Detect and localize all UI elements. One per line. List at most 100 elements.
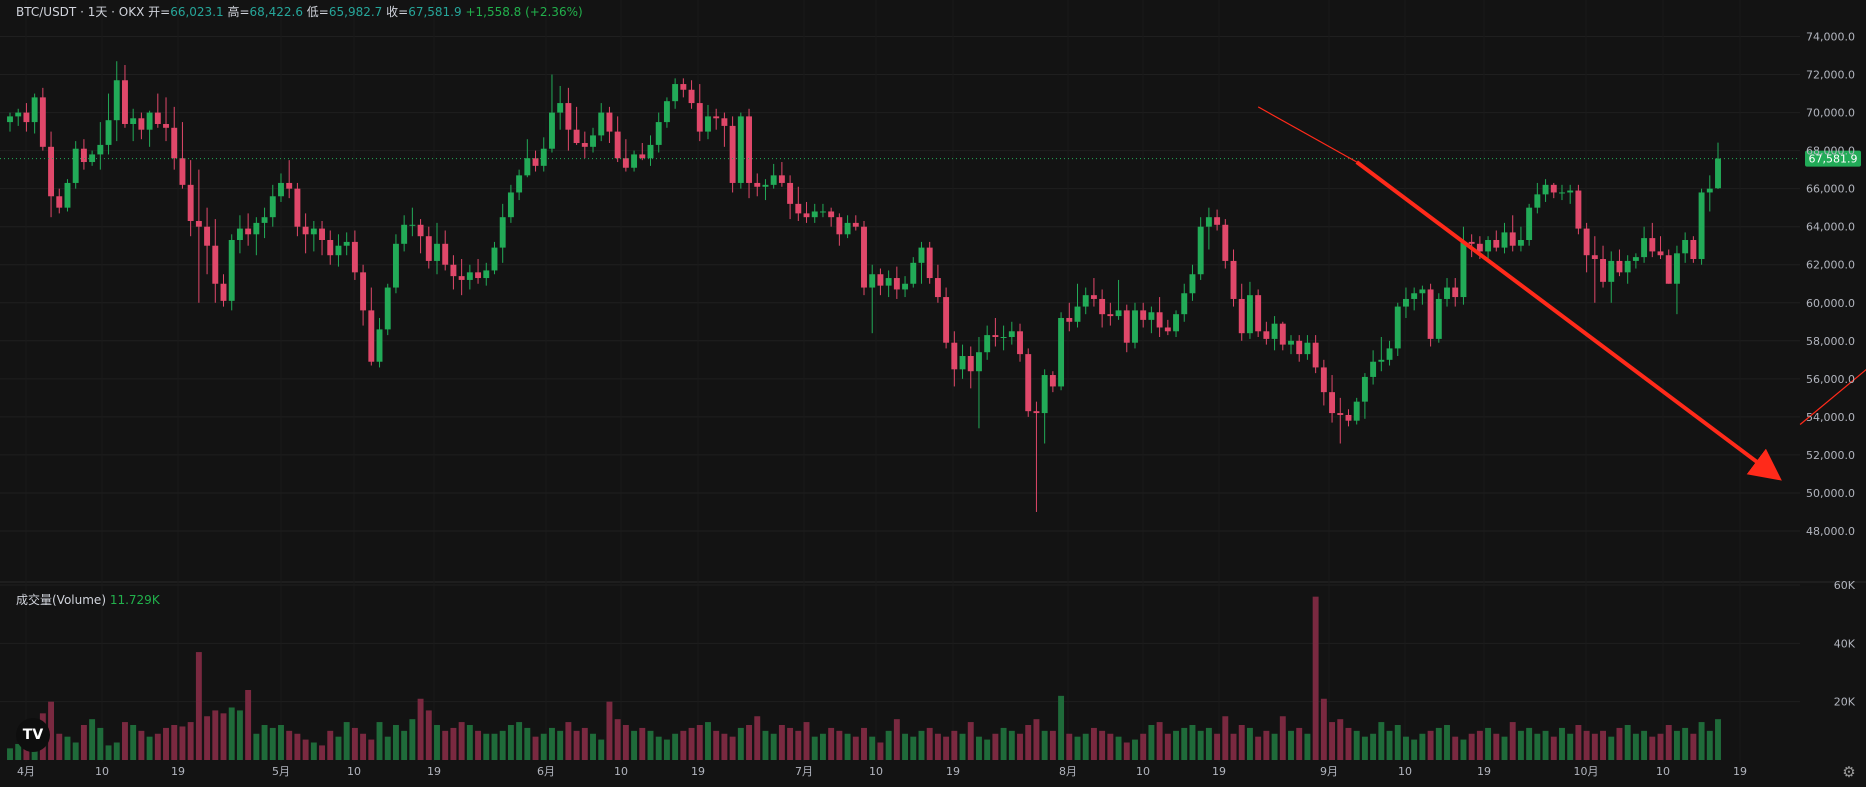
candle-body [811, 211, 818, 218]
volume-bar [195, 652, 202, 760]
volume-bar [622, 725, 629, 760]
candle-body [1476, 243, 1483, 252]
volume-bar [655, 736, 662, 760]
candle-body [967, 356, 974, 372]
candle-body [1329, 392, 1336, 414]
volume-bar [762, 730, 769, 760]
candle-body [1616, 260, 1623, 273]
price-tick-label: 52,000.0 [1806, 449, 1855, 462]
volume-bar [819, 733, 826, 760]
candle-body [770, 175, 777, 185]
volume-bar [902, 733, 909, 760]
candle-body [1493, 240, 1500, 248]
candle-body [1353, 401, 1360, 421]
volume-tick-label: 20K [1834, 696, 1856, 709]
volume-bar [425, 710, 432, 760]
volume-bar [976, 736, 982, 760]
volume-bar [705, 722, 711, 760]
volume-bar [631, 730, 638, 760]
open-value: 66,023.1 [170, 5, 224, 19]
volume-bar [1452, 736, 1459, 760]
price-tick-label: 60,000.0 [1806, 297, 1855, 310]
gear-icon[interactable]: ⚙ [1842, 763, 1856, 781]
candle-body [1082, 295, 1089, 307]
candle-body [836, 217, 843, 235]
trend-arrow[interactable] [1355, 160, 1782, 481]
candle-body [138, 118, 145, 130]
volume-bar [56, 733, 63, 760]
candle-body [1690, 240, 1697, 260]
candle-body [1452, 287, 1459, 298]
candle-body [1181, 293, 1188, 315]
candle-body [368, 310, 375, 362]
candle-body [1000, 336, 1007, 338]
trend-line[interactable] [1257, 106, 1357, 163]
volume-bar [7, 748, 13, 760]
volume-bar [1567, 733, 1574, 760]
volume-bar [171, 725, 178, 760]
price-tick-label: 58,000.0 [1806, 335, 1855, 348]
volume-bar [1074, 736, 1081, 760]
volume-bar [1485, 727, 1492, 760]
time-tick-label: 19 [1212, 765, 1226, 778]
candle-body [1550, 184, 1557, 193]
volume-bar [861, 727, 867, 760]
close-value: 67,581.9 [408, 5, 462, 19]
volume-bar [1337, 719, 1344, 760]
candle-body [885, 278, 892, 286]
volume-bar [1550, 736, 1557, 760]
volume-bar [1361, 736, 1368, 760]
volume-bar [466, 725, 473, 760]
candle-body [1501, 232, 1508, 248]
candle-body [573, 129, 580, 144]
volume-bar [1706, 730, 1713, 760]
volume-bar [1517, 730, 1524, 760]
trend-line[interactable] [1799, 227, 1866, 425]
candle-body [105, 120, 112, 145]
price-tick-label: 54,000.0 [1806, 411, 1855, 424]
volume-bar [434, 725, 440, 760]
price-tick-label: 74,000.0 [1806, 31, 1855, 44]
chart-header: BTC/USDT · 1天 · OKX 开=66,023.1 高=68,422.… [16, 3, 583, 20]
volume-bar [803, 722, 810, 760]
volume-bar [836, 730, 843, 760]
volume-bar [401, 730, 408, 760]
candle-body [688, 89, 695, 104]
volume-bar [491, 733, 498, 760]
volume-bar [1657, 733, 1664, 760]
candle-body [1107, 314, 1114, 317]
candle-body [1312, 342, 1319, 368]
tradingview-logo[interactable]: TV [16, 718, 50, 752]
candle-body [549, 112, 555, 149]
time-tick-label: 9月 [1320, 765, 1338, 778]
candle-body [1444, 287, 1450, 299]
candle-body [130, 118, 137, 124]
candle-body [524, 158, 531, 176]
candle-body [1320, 367, 1327, 393]
volume-bar [1632, 733, 1639, 760]
candle-body [696, 103, 703, 132]
candle-body [1090, 295, 1097, 299]
candle-body [384, 287, 391, 330]
volume-bar [507, 725, 514, 760]
candle-body [269, 196, 276, 218]
volume-bar [212, 710, 219, 760]
volume-bar [1468, 733, 1475, 760]
volume-bar [72, 742, 79, 760]
candle-body [1255, 295, 1262, 332]
candle-body [754, 182, 761, 187]
candle-body [1115, 310, 1122, 317]
volume-bar [1066, 733, 1073, 760]
candle-body [926, 247, 933, 279]
price-tick-label: 70,000.0 [1806, 107, 1855, 120]
candle-body [1665, 255, 1672, 284]
candle-body [778, 175, 785, 183]
volume-header: 成交量(Volume) 11.729K [16, 591, 160, 608]
time-tick-label: 10 [1136, 765, 1150, 778]
candle-body [565, 103, 572, 130]
volume-bar [80, 725, 87, 760]
candle-body [557, 103, 564, 113]
candle-body [1222, 224, 1229, 261]
volume-bar [918, 730, 925, 760]
